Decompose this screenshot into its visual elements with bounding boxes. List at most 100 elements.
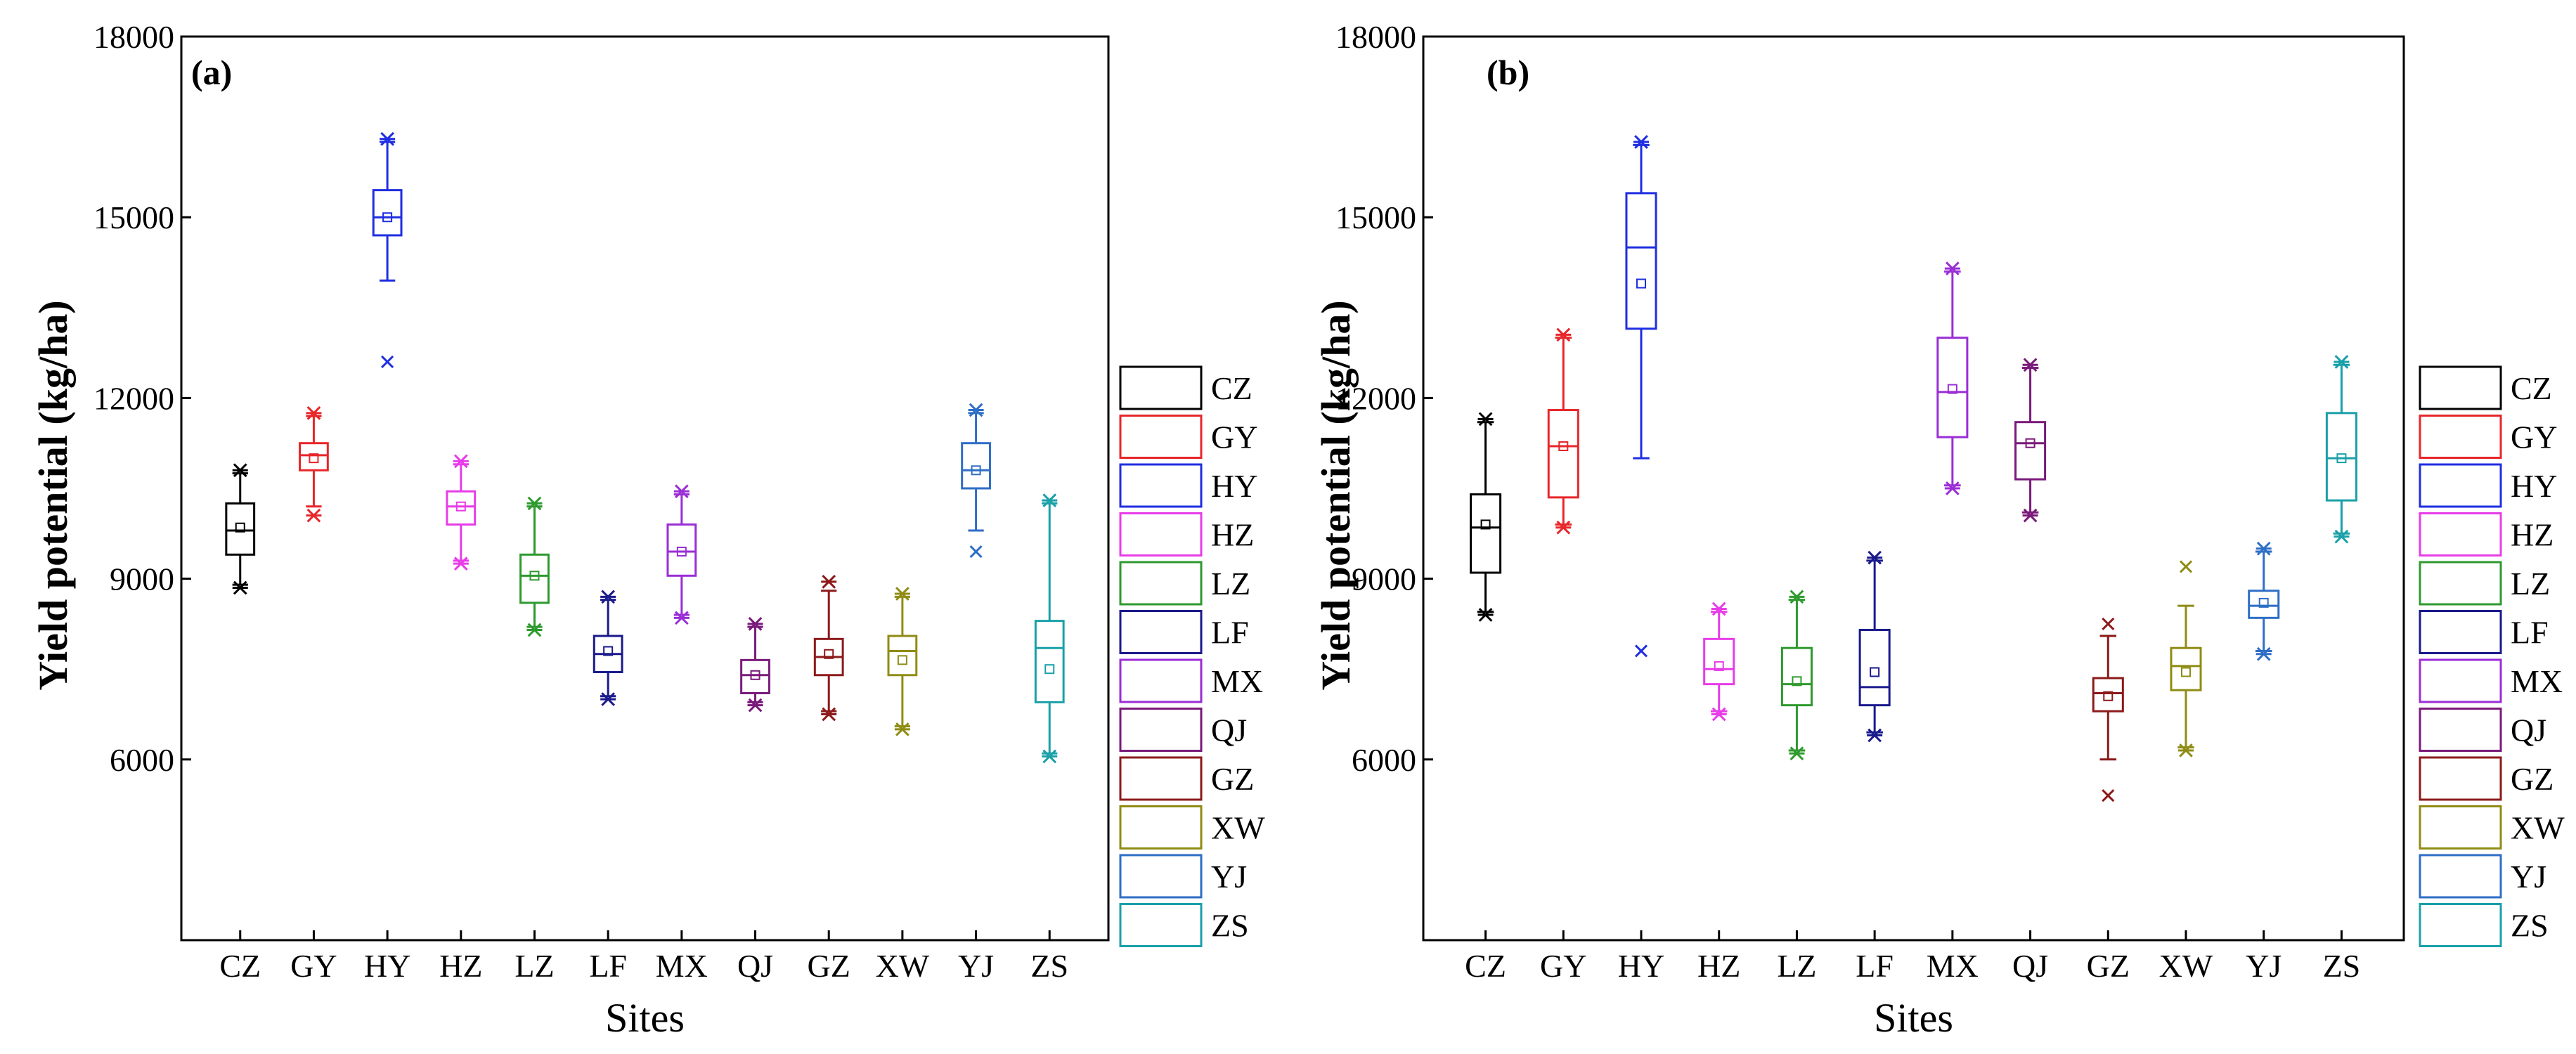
box-mean [897, 655, 907, 665]
legend-label: HZ [1211, 517, 1254, 553]
min-marker [526, 623, 543, 637]
legend-label: LF [2511, 615, 2549, 651]
min-marker-d2 [2179, 743, 2193, 757]
box-mean [1558, 441, 1569, 451]
max-marker-d2 [380, 131, 394, 146]
max-marker-d2 [1634, 135, 1648, 149]
x-axis-label: Sites [1874, 995, 1953, 1041]
box-mean [1044, 664, 1055, 675]
legend: CZ GY HY HZ LZ LF MX QJ GZ XW YJ ZS [2419, 365, 2565, 947]
box-iqr [2325, 412, 2357, 502]
x-tick-label: MX [656, 948, 708, 984]
max-marker [453, 454, 469, 469]
panel-label: (a) [191, 53, 232, 92]
max-marker-d2 [2334, 355, 2349, 369]
x-tick-label: XW [2159, 948, 2213, 984]
max-marker-d2 [453, 454, 468, 469]
box-mean [2103, 691, 2114, 701]
legend-swatch [2419, 805, 2502, 850]
legend-item-lf: LF [2419, 610, 2549, 654]
max-marker-d2 [822, 575, 836, 589]
min-marker [381, 355, 394, 369]
y-tick-label: 6000 [1352, 742, 1416, 778]
box-xw [2170, 560, 2202, 757]
max-marker [2255, 541, 2272, 556]
box-lz [1780, 590, 1813, 761]
x-tick-label: GZ [2087, 948, 2130, 984]
max-marker [673, 484, 690, 499]
x-tick-label: HZ [439, 948, 482, 984]
legend-item-mx: MX [1119, 658, 1263, 703]
y-axis-label: Yield potential (kg/ha) [1313, 300, 1359, 690]
max-marker-d2 [1478, 412, 1493, 427]
legend-item-hz: HZ [1119, 512, 1254, 557]
legend-label: LZ [1211, 566, 1250, 601]
box-iqr [740, 658, 770, 694]
max-marker-d2 [895, 587, 910, 601]
legend-swatch [1119, 658, 1203, 703]
min-marker [1867, 728, 1883, 743]
y-tick-label: 12000 [1335, 380, 1416, 416]
max-marker-d2 [1042, 493, 1057, 508]
x-tick-label: HY [364, 948, 410, 984]
box-gz [2092, 617, 2124, 802]
legend-item-qj: QJ [2419, 708, 2546, 752]
max-marker [1711, 601, 1727, 616]
box-iqr [2170, 646, 2202, 691]
legend-swatch [1119, 854, 1203, 899]
legend-label: GY [2511, 419, 2557, 455]
min-marker [2255, 646, 2272, 661]
box-iqr [887, 635, 918, 677]
legend-swatch [1119, 610, 1203, 654]
max-marker [1867, 550, 1883, 565]
max-marker-d2 [1711, 601, 1726, 616]
y-tick-label: 15000 [1335, 200, 1416, 235]
legend-item-hy: HY [1119, 463, 1257, 508]
box-iqr [299, 442, 329, 471]
box-mean [2336, 453, 2347, 464]
legend-swatch [2419, 708, 2502, 752]
x-tick-label: ZS [2323, 948, 2361, 984]
legend-swatch [2419, 365, 2502, 410]
box-iqr [1470, 493, 1502, 574]
box-iqr [961, 442, 991, 490]
legend-item-cz: CZ [2419, 365, 2552, 410]
legend-item-zs: ZS [1119, 903, 1249, 947]
legend-label: QJ [1211, 713, 1247, 748]
box-yj [961, 403, 991, 559]
legend-item-gz: GZ [2419, 756, 2554, 801]
legend-swatch [1119, 756, 1203, 801]
min-marker-d2 [895, 722, 910, 736]
legend-item-hy: HY [2419, 463, 2557, 508]
min-marker-d2 [381, 355, 394, 369]
box-iqr [1858, 628, 1891, 707]
min-marker-d2 [2023, 508, 2038, 523]
legend-label: MX [2511, 663, 2563, 699]
x-tick-label: ZS [1030, 948, 1068, 984]
box-mean [1792, 676, 1802, 687]
max-marker [968, 403, 984, 417]
legend-swatch [2419, 658, 2502, 703]
box-cz [225, 463, 256, 595]
legend-label: ZS [1211, 908, 1249, 944]
legend-swatch [1119, 561, 1203, 606]
legend-label: GY [1211, 419, 1257, 455]
max-marker-d2 [1945, 261, 1960, 275]
max-marker [600, 590, 616, 604]
max-marker [747, 617, 763, 631]
legend-swatch [2419, 610, 2502, 654]
box-mean [1947, 384, 1957, 394]
box-lf [1858, 550, 1891, 743]
box-iqr [372, 189, 403, 237]
legend-label: MX [1211, 663, 1263, 699]
y-tick-label: 18000 [93, 19, 174, 55]
box-hy [1625, 135, 1657, 658]
box-iqr [2248, 590, 2280, 619]
min-marker-d2 [1556, 520, 1571, 535]
box-hy [372, 131, 403, 369]
x-tick-label: QJ [2012, 948, 2048, 984]
legend-item-gy: GY [1119, 415, 1257, 459]
min-marker-d2 [527, 623, 542, 637]
max-marker-d2 [748, 617, 763, 631]
x-axis-label: Sites [605, 995, 685, 1041]
